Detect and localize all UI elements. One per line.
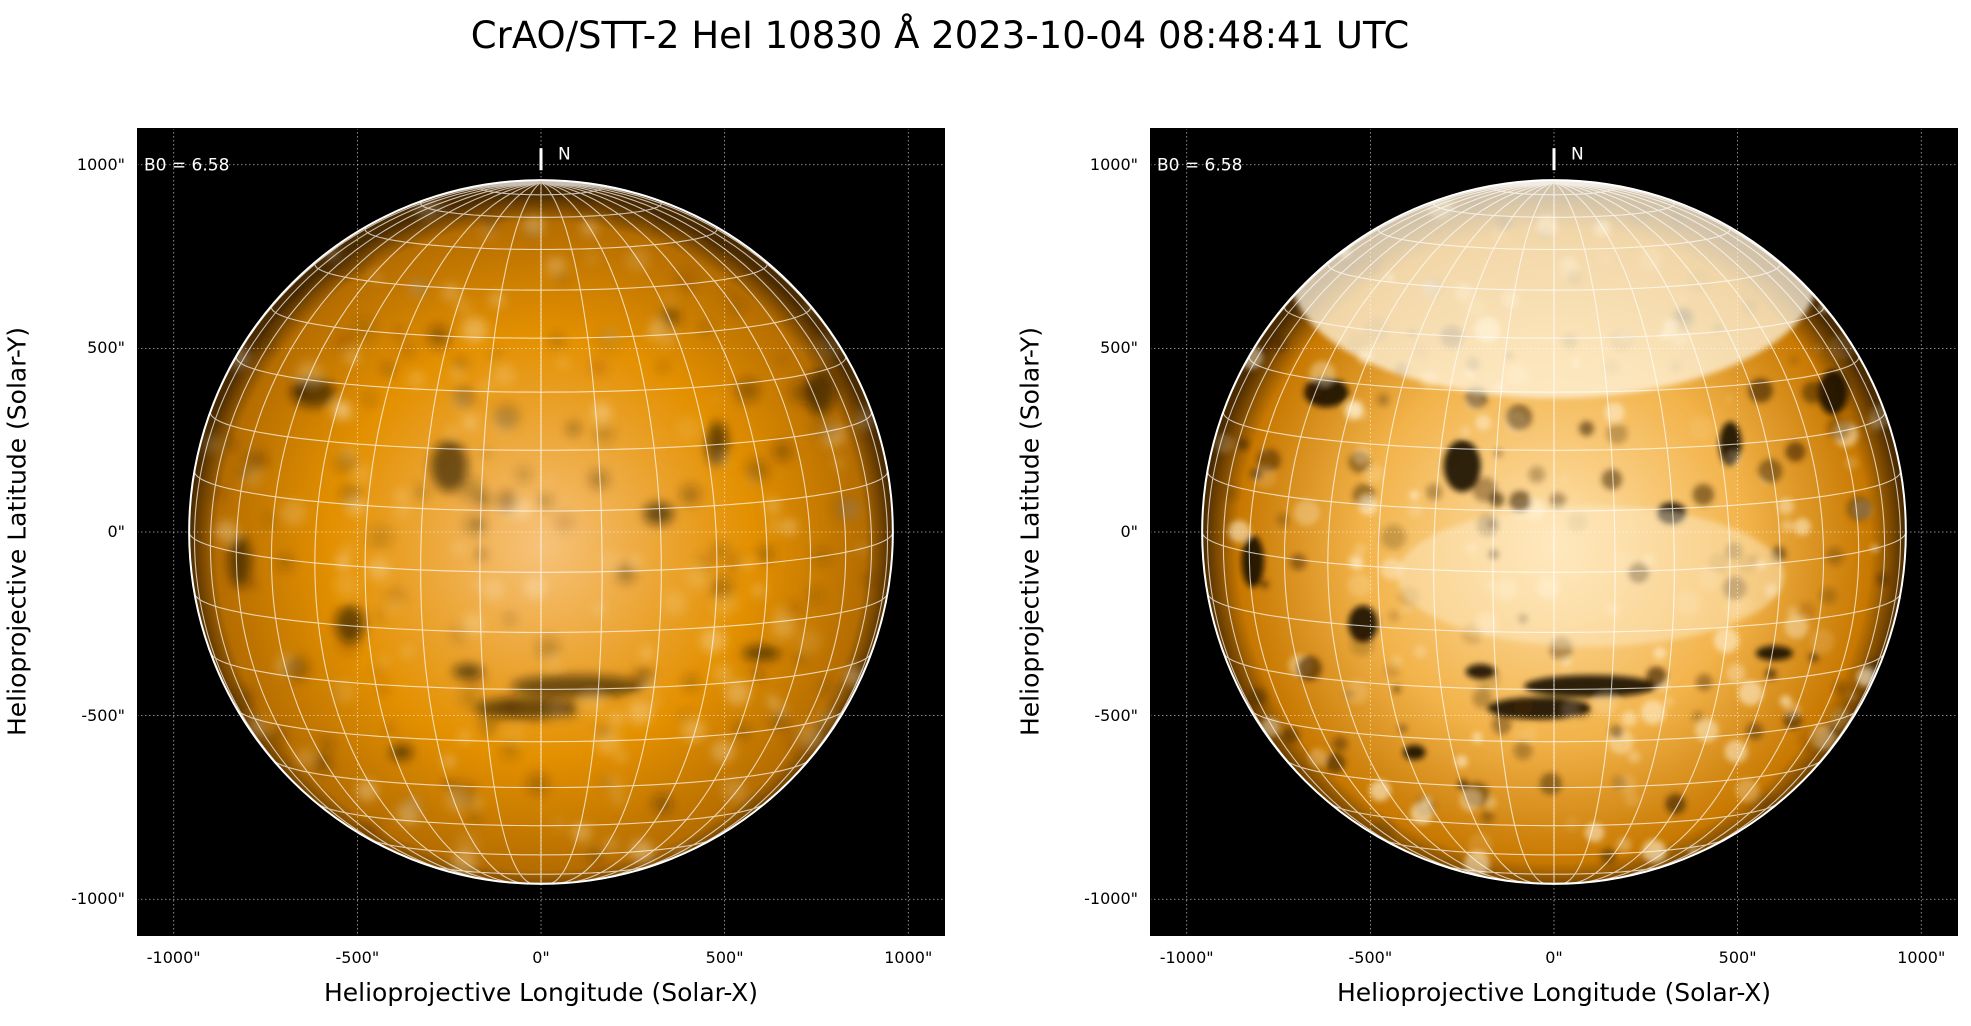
longitude-line (540, 181, 873, 866)
heliographic-grid (188, 179, 894, 885)
longitude-line (1553, 181, 1860, 877)
longitude-line (1248, 181, 1555, 877)
longitude-line (1553, 181, 1825, 880)
x-axis-label: Helioprojective Longitude (Solar-X) (1336, 978, 1771, 1007)
longitude-line (1553, 181, 1731, 884)
longitude-line (1283, 181, 1555, 880)
north-label: N (558, 145, 571, 165)
axes-frame (137, 128, 945, 936)
y-tick-label: 0" (1120, 522, 1138, 541)
y-tick-label: 500" (1100, 338, 1138, 358)
left-solar-image-axes: N B0 = 6.58 (137, 128, 945, 936)
right-solar-image-axes: N B0 = 6.58 (1150, 128, 1958, 936)
longitude-line (1222, 181, 1555, 866)
longitude-line (540, 182, 603, 885)
y-tick-label: 500" (87, 338, 125, 358)
longitude-line (1553, 181, 1675, 884)
longitude-line (1553, 182, 1616, 885)
x-tick-label: 1000" (884, 948, 933, 967)
x-axis-label: Helioprojective Longitude (Solar-X) (323, 978, 758, 1007)
x-tick-label: 500" (1718, 948, 1757, 967)
x-tick-label: -1000" (146, 948, 201, 967)
b0-annotation: B0 = 6.58 (1157, 156, 1242, 176)
y-axis-label: Helioprojective Latitude (Solar-Y) (1015, 327, 1045, 736)
longitude-line (540, 181, 889, 827)
figure-title: CrAO/STT-2 HeI 10830 Å 2023-10-04 08:48:… (470, 14, 1410, 57)
longitude-line (479, 182, 542, 885)
y-tick-label: -500" (81, 705, 125, 725)
x-tick-label: 1000" (1897, 948, 1946, 967)
longitude-line (1327, 181, 1555, 883)
longitude-line (1553, 181, 1781, 883)
solar-image: N B0 = 6.58 (137, 128, 945, 936)
x-tick-label: 0" (1545, 948, 1563, 967)
longitude-line (314, 181, 542, 883)
longitude-line (540, 181, 662, 884)
b0-annotation: B0 = 6.58 (144, 156, 229, 176)
disk-texture (201, 194, 879, 877)
longitude-line (270, 181, 542, 880)
longitude-line (209, 181, 542, 866)
y-tick-label: -500" (1094, 705, 1138, 725)
longitude-line (364, 181, 542, 884)
y-tick-label: -1000" (1084, 889, 1138, 909)
y-axis-label: Helioprojective Latitude (Solar-Y) (2, 327, 32, 736)
y-tick-label: -1000" (71, 889, 125, 909)
longitude-line (540, 181, 847, 877)
axes-frame (1150, 128, 1958, 936)
longitude-line (1492, 182, 1555, 885)
longitude-line (193, 181, 542, 827)
x-tick-label: -1000" (1159, 948, 1214, 967)
x-tick-label: 0" (532, 948, 550, 967)
longitude-line (1553, 181, 1902, 827)
y-tick-label: 1000" (1089, 154, 1138, 174)
longitude-line (1553, 181, 1886, 866)
longitude-line (420, 181, 542, 884)
x-tick-label: -500" (335, 948, 380, 967)
longitude-line (540, 181, 768, 883)
longitude-line (1433, 181, 1555, 884)
longitude-line (1206, 181, 1555, 827)
solar-image: N B0 = 6.58 (1150, 128, 1958, 936)
longitude-line (1377, 181, 1555, 884)
heliographic-grid (1201, 179, 1907, 885)
y-tick-label: 0" (107, 522, 125, 541)
x-tick-label: 500" (705, 948, 744, 967)
solar-limb (188, 179, 894, 885)
y-tick-label: 1000" (76, 154, 125, 174)
longitude-line (540, 181, 718, 884)
x-tick-label: -500" (1348, 948, 1393, 967)
solar-limb (1201, 179, 1907, 885)
longitude-line (235, 181, 542, 877)
north-label: N (1571, 145, 1584, 165)
longitude-line (540, 181, 812, 880)
